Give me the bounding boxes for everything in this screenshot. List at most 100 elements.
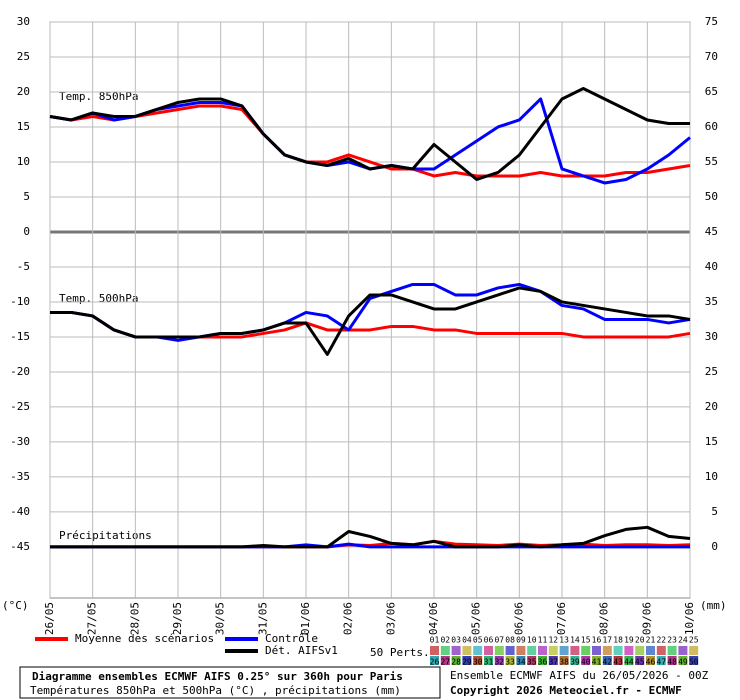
member-label: 13 (559, 636, 569, 645)
perts-label: 50 Perts. (370, 646, 430, 659)
y-tick-label: -30 (10, 435, 30, 448)
y2-tick-label: 50 (705, 190, 718, 203)
y-tick-label: -10 (10, 295, 30, 308)
member-swatch (559, 646, 569, 655)
member-swatch (592, 646, 601, 655)
y2-tick-label: 75 (705, 15, 718, 28)
x-tick-label: 10/06 (683, 602, 696, 635)
y-tick-label: 15 (17, 120, 30, 133)
y-tick-label: -5 (17, 260, 30, 273)
member-label: 03 (451, 636, 461, 645)
member-label: 22 (656, 636, 666, 645)
member-swatch (678, 646, 688, 655)
member-label: 40 (581, 658, 591, 667)
member-label: 24 (678, 636, 688, 645)
y-tick-label: 5 (23, 190, 30, 203)
legend-label: Contrôle (265, 632, 318, 645)
member-label: 37 (548, 658, 558, 667)
member-swatch (430, 656, 439, 665)
legend-label: Dét. AIFSv1 (265, 644, 338, 657)
y-tick-label: 30 (17, 15, 30, 28)
member-swatch (602, 656, 612, 665)
member-swatch (494, 656, 504, 665)
member-swatch (624, 646, 634, 655)
member-swatch (538, 656, 547, 665)
x-tick-label: 02/06 (342, 602, 355, 635)
member-label: 17 (602, 636, 612, 645)
series-line (50, 525, 691, 549)
member-label: 08 (505, 636, 515, 645)
member-swatch (473, 656, 483, 665)
member-swatch (613, 646, 623, 655)
y2-tick-label: 15 (705, 435, 718, 448)
panel-label: Temp. 850hPa (59, 90, 138, 103)
member-label: 18 (613, 636, 623, 645)
member-swatch (505, 646, 515, 655)
y2-tick-label: 55 (705, 155, 718, 168)
member-swatch (667, 646, 677, 655)
y2-tick-label: 0 (711, 540, 718, 553)
member-swatch (430, 646, 439, 655)
member-swatch (689, 646, 699, 655)
y-tick-label: -25 (10, 400, 30, 413)
member-swatch (635, 646, 645, 655)
x-tick-label: 27/05 (86, 602, 99, 635)
member-label: 47 (656, 658, 666, 667)
member-swatch (581, 646, 591, 655)
y2-tick-label: 20 (705, 400, 718, 413)
member-swatch (440, 646, 450, 655)
member-swatch (602, 646, 612, 655)
y-tick-label: 0 (23, 225, 30, 238)
x-tick-label: 31/05 (256, 602, 269, 635)
member-swatch (548, 646, 558, 655)
y2-tick-label: 45 (705, 225, 718, 238)
x-tick-label: 29/05 (171, 602, 184, 635)
member-swatch (462, 646, 472, 655)
member-label: 32 (494, 658, 504, 667)
y-tick-label: -45 (10, 540, 30, 553)
x-tick-label: 28/05 (128, 602, 141, 635)
member-label: 25 (689, 636, 699, 645)
panel-label: Précipitations (59, 529, 152, 542)
footer-run: Ensemble ECMWF AIFS du 26/05/2026 - 00Z (450, 669, 709, 682)
member-label: 43 (613, 658, 623, 667)
member-label: 20 (635, 636, 645, 645)
member-swatch (484, 656, 493, 665)
y2-tick-label: 10 (705, 470, 718, 483)
series-line (50, 286, 691, 356)
member-swatch (473, 646, 483, 655)
x-tick-label: 30/05 (214, 602, 227, 635)
y2-axis-label: (mm) (700, 599, 727, 612)
y2-tick-label: 35 (705, 295, 718, 308)
member-swatch (451, 646, 461, 655)
member-swatch (689, 656, 699, 665)
member-label: 36 (538, 658, 548, 667)
member-label: 23 (667, 636, 677, 645)
y2-tick-label: 60 (705, 120, 718, 133)
member-label: 33 (505, 658, 515, 667)
member-swatch (570, 656, 580, 665)
member-label: 12 (548, 636, 558, 645)
member-label: 15 (581, 636, 591, 645)
member-swatch (646, 646, 655, 655)
member-swatch (516, 656, 526, 665)
member-swatch (667, 656, 677, 665)
member-label: 05 (473, 636, 483, 645)
member-label: 31 (484, 658, 494, 667)
y-tick-label: -35 (10, 470, 30, 483)
member-label: 14 (570, 636, 580, 645)
member-swatch (624, 656, 634, 665)
member-label: 38 (559, 658, 569, 667)
x-tick-label: 05/06 (470, 602, 483, 635)
member-label: 42 (602, 658, 612, 667)
member-label: 30 (473, 658, 483, 667)
member-label: 06 (484, 636, 494, 645)
member-label: 10 (527, 636, 537, 645)
series-line (49, 86, 690, 181)
member-swatch (656, 646, 666, 655)
member-label: 39 (570, 658, 580, 667)
legend-label: Moyenne des scénarios (75, 632, 214, 645)
member-label: 29 (462, 658, 472, 667)
member-swatch (592, 656, 601, 665)
member-label: 48 (667, 658, 677, 667)
